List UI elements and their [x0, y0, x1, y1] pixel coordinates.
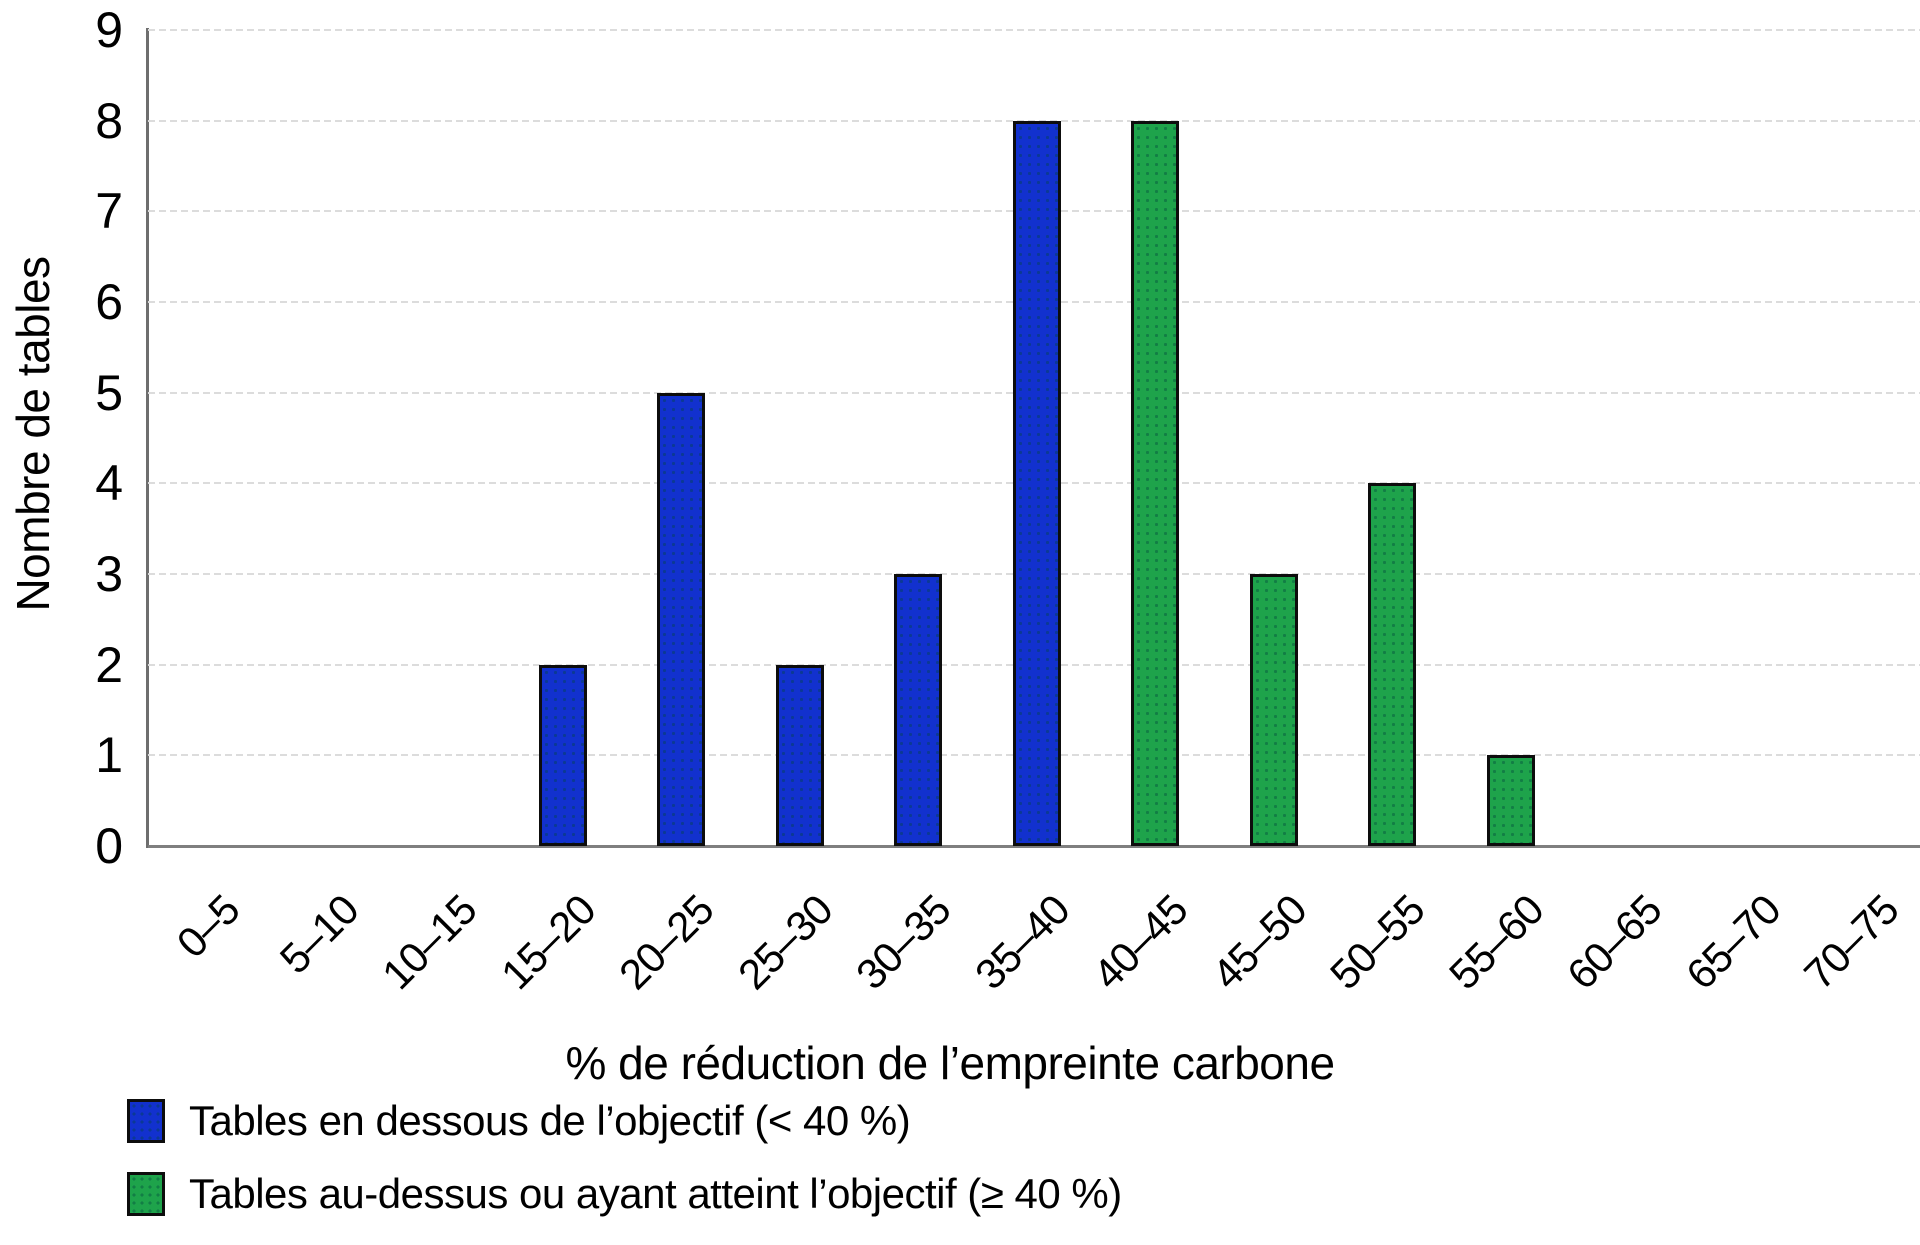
y-tick-label: 0 — [95, 818, 123, 874]
legend-swatch-icon — [127, 1172, 165, 1216]
y-axis-title: Nombre de tables — [7, 256, 59, 612]
gridline — [148, 119, 1920, 122]
y-axis-line — [146, 28, 149, 848]
y-tick-label: 8 — [95, 92, 123, 149]
bar-30–35 — [894, 574, 943, 846]
legend-label: Tables en dessous de l’objectif (< 40 %) — [189, 1097, 911, 1144]
y-tick-label: 6 — [95, 274, 123, 330]
bar-45–50 — [1249, 574, 1298, 846]
y-tick-label: 7 — [95, 183, 123, 240]
legend-label: Tables au-dessus ou ayant atteint l’obje… — [189, 1170, 1122, 1217]
legend-item: Tables au-dessus ou ayant atteint l’obje… — [127, 1169, 1122, 1219]
x-axis-title: % de réduction de l’empreinte carbone — [565, 1037, 1335, 1089]
x-axis-line — [148, 845, 1920, 848]
bar-20–25 — [657, 392, 706, 846]
bar-15–20 — [538, 664, 587, 846]
y-tick-label: 1 — [95, 727, 123, 784]
gridline — [148, 29, 1920, 31]
bar-55–60 — [1486, 755, 1535, 846]
y-tick-label: 4 — [95, 455, 123, 512]
bar-35–40 — [1012, 120, 1061, 846]
legend-item: Tables en dessous de l’objectif (< 40 %) — [127, 1096, 911, 1146]
y-tick-label: 9 — [95, 2, 123, 58]
bar-40–45 — [1131, 120, 1180, 846]
bar-25–30 — [775, 664, 824, 846]
y-tick-label: 2 — [95, 636, 123, 693]
y-tick-label: 3 — [95, 546, 123, 602]
plot-area — [148, 29, 1920, 848]
legend-swatch-icon — [127, 1099, 165, 1143]
y-tick-label: 5 — [95, 364, 123, 421]
bar-50–55 — [1368, 483, 1417, 846]
